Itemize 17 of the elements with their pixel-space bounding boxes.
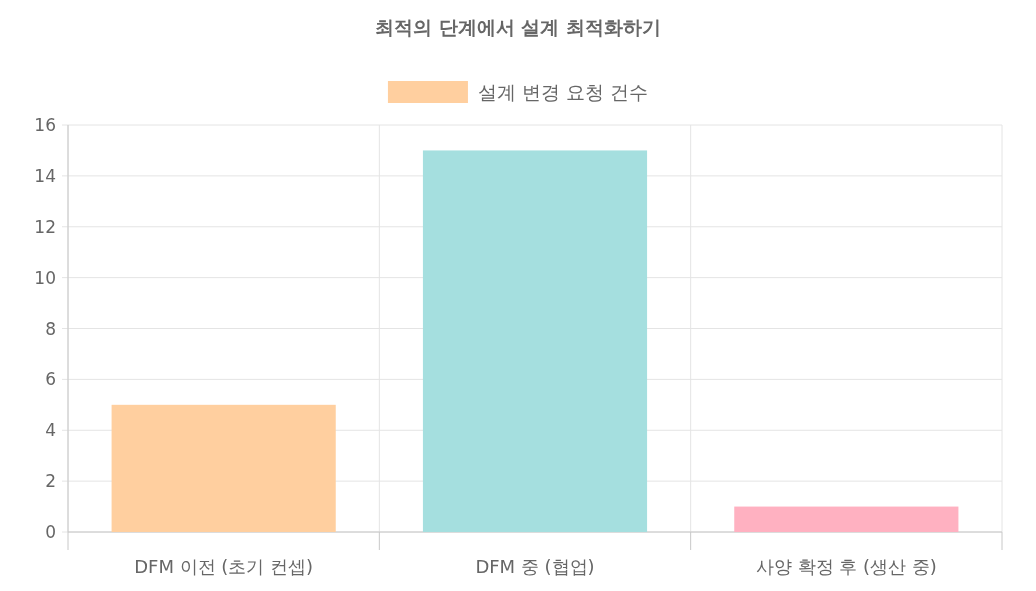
- chart-title: 최적의 단계에서 설계 최적화하기: [375, 16, 661, 38]
- y-tick-label: 2: [45, 471, 56, 492]
- y-tick-label: 16: [34, 115, 56, 135]
- x-tick-label: 사양 확정 후 (생산 중): [755, 556, 937, 577]
- x-tick-label: DFM 중 (협업): [475, 556, 595, 577]
- y-tick-label: 12: [34, 216, 56, 237]
- x-tick-label: DFM 이전 (초기 컨셉): [134, 556, 314, 577]
- y-tick-label: 8: [45, 318, 56, 339]
- y-tick-label: 6: [45, 369, 56, 390]
- legend-label: 설계 변경 요청 건수: [477, 81, 649, 103]
- bar: [734, 506, 959, 532]
- y-tick-label: 4: [45, 420, 56, 441]
- y-tick-label: 0: [45, 522, 56, 542]
- bar: [422, 150, 648, 532]
- bar: [111, 404, 336, 532]
- y-tick-label: 14: [34, 165, 56, 186]
- y-tick-label: 10: [34, 267, 56, 288]
